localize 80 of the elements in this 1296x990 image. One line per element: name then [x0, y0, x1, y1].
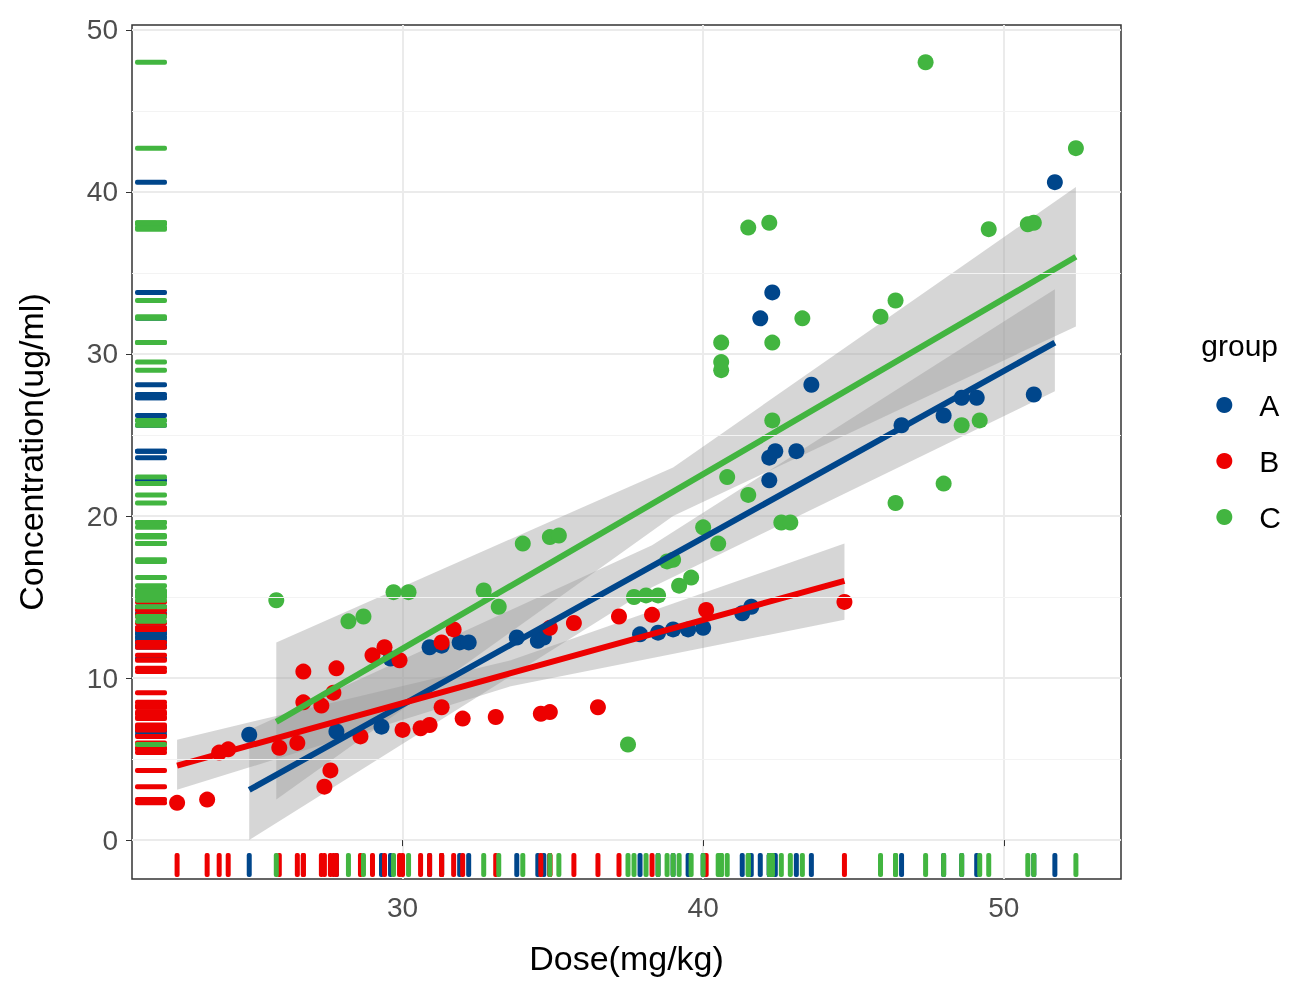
- point: [364, 647, 381, 664]
- point: [490, 598, 507, 615]
- x-tick-label: 50: [988, 891, 1020, 923]
- point: [1067, 140, 1084, 157]
- point: [644, 606, 661, 623]
- point: [385, 584, 402, 601]
- point: [289, 734, 306, 751]
- point: [968, 389, 985, 406]
- y-tick-label: 0: [102, 824, 118, 856]
- point: [767, 443, 784, 460]
- x-tick-label: 40: [687, 891, 719, 923]
- point: [761, 472, 778, 489]
- point: [710, 535, 727, 552]
- point: [887, 292, 904, 309]
- point: [980, 221, 997, 238]
- y-tick-label: 50: [86, 14, 118, 46]
- y-axis-title: Concentration(ug/ml): [12, 293, 50, 611]
- point: [199, 791, 216, 808]
- point: [400, 584, 417, 601]
- point: [698, 602, 715, 618]
- y-tick-label: 40: [86, 176, 118, 208]
- point: [376, 639, 393, 656]
- point: [454, 710, 471, 727]
- point: [394, 721, 411, 738]
- point: [328, 660, 345, 677]
- point: [713, 334, 730, 351]
- point: [445, 621, 462, 638]
- point: [514, 535, 531, 552]
- point: [953, 417, 970, 434]
- point: [764, 284, 781, 301]
- point: [971, 412, 988, 429]
- point: [740, 219, 757, 236]
- point: [719, 469, 736, 486]
- point: [695, 519, 712, 536]
- legend-label: B: [1259, 444, 1280, 478]
- point: [650, 587, 667, 604]
- y-tick-label: 20: [86, 500, 118, 532]
- point: [475, 582, 492, 599]
- point: [295, 663, 312, 680]
- point: [268, 592, 285, 609]
- point: [1025, 386, 1042, 403]
- legend-label: C: [1259, 500, 1282, 534]
- point: [565, 614, 582, 631]
- point: [1046, 174, 1063, 191]
- point: [611, 608, 627, 625]
- point: [340, 613, 357, 630]
- x-axis-title: Dose(mg/kg): [529, 939, 724, 977]
- point: [671, 577, 688, 594]
- point: [433, 699, 450, 716]
- point: [322, 762, 339, 779]
- point: [935, 475, 952, 492]
- point: [740, 486, 757, 503]
- point: [271, 739, 288, 756]
- point: [764, 412, 781, 429]
- point: [620, 736, 636, 753]
- point: [589, 699, 606, 716]
- point: [241, 726, 258, 743]
- point: [316, 778, 333, 795]
- point: [917, 54, 934, 71]
- point: [761, 214, 778, 231]
- point: [683, 569, 700, 586]
- point: [355, 608, 372, 625]
- point: [487, 708, 504, 725]
- point: [752, 310, 769, 327]
- point: [373, 718, 390, 735]
- point: [887, 495, 904, 512]
- x-tick-label: 30: [386, 891, 419, 923]
- legend-label: A: [1259, 388, 1280, 422]
- point: [169, 794, 186, 811]
- point: [872, 308, 889, 325]
- legend-title: group: [1201, 328, 1279, 362]
- point: [764, 334, 781, 351]
- point: [788, 443, 805, 460]
- y-tick-label: 10: [86, 662, 118, 694]
- y-tick-label: 30: [86, 338, 118, 370]
- point: [803, 376, 820, 393]
- point: [421, 717, 438, 734]
- point: [935, 407, 952, 424]
- point: [794, 310, 811, 327]
- point: [836, 593, 853, 610]
